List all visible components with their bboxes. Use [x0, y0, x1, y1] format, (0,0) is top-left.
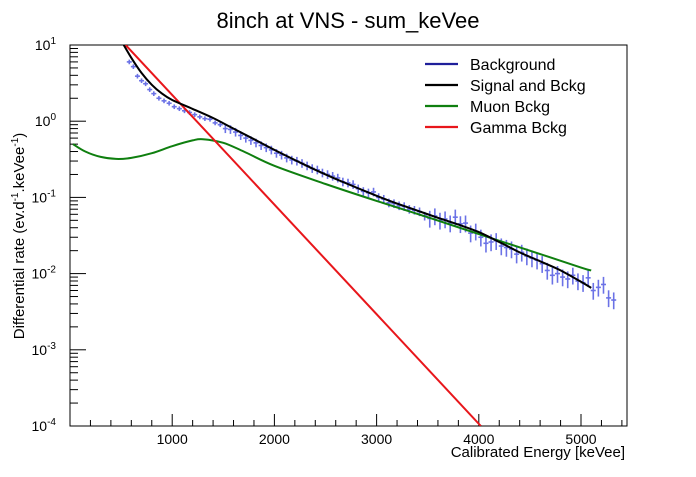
data-point	[350, 180, 356, 189]
series-line-signal-and-bckg	[122, 45, 592, 289]
x-tick-label: 4000	[463, 431, 494, 447]
data-point	[134, 73, 140, 79]
y-label-post: )	[11, 133, 28, 138]
data-point	[514, 246, 520, 264]
legend-label: Gamma Bckg	[470, 120, 567, 137]
y-tick-label: 10-3	[32, 341, 57, 358]
x-axis: 1000 2000 3000 4000 5000	[89, 414, 623, 447]
data-point	[147, 87, 153, 92]
data-point	[202, 116, 208, 122]
data-point	[176, 106, 182, 112]
data-point	[130, 64, 136, 69]
y-tick-label: 10-2	[32, 265, 57, 282]
legend: Background Signal and Bckg Muon Bckg Gamma …	[425, 57, 586, 137]
legend-entry: Gamma Bckg	[425, 120, 567, 137]
data-point	[544, 262, 550, 280]
y-tick-label: 10-1	[32, 188, 57, 205]
y-label-sup2: -1	[10, 137, 21, 146]
data-point	[611, 292, 617, 310]
series-curves	[72, 45, 592, 426]
data-point	[139, 78, 145, 84]
legend-label: Signal and Bckg	[470, 78, 586, 95]
x-tick-label: 1000	[157, 431, 188, 447]
series-line-muon-bckg	[72, 138, 592, 272]
legend-label: Muon Bckg	[470, 99, 550, 116]
data-point	[161, 98, 167, 104]
legend-label: Background	[470, 57, 555, 74]
data-points	[126, 59, 617, 310]
data-point	[483, 235, 489, 253]
data-point	[171, 104, 177, 110]
data-point	[335, 173, 341, 183]
legend-entry: Muon Bckg	[425, 99, 550, 116]
chart-title: 8inch at VNS - sum_keVee	[217, 8, 480, 33]
y-axis-label: Differential rate (ev.d-1.keVee-1)	[10, 133, 28, 340]
data-point	[217, 122, 223, 128]
legend-entry: Signal and Bckg	[425, 78, 586, 95]
data-point	[606, 290, 612, 308]
x-tick-label: 3000	[361, 431, 392, 447]
y-tick-label: 100	[35, 112, 57, 129]
x-axis-label: Calibrated Energy [keVee]	[451, 444, 625, 461]
data-point	[207, 116, 213, 122]
data-point	[151, 91, 157, 96]
x-tick-label: 2000	[259, 431, 290, 447]
y-label-sup1: -1	[10, 192, 21, 201]
data-point	[126, 59, 132, 65]
y-tick-label: 10-4	[32, 417, 57, 434]
data-point	[539, 256, 545, 273]
data-point	[143, 81, 149, 87]
y-tick-label: 101	[35, 36, 57, 53]
data-point	[192, 112, 198, 117]
series-line-gamma-bckg	[124, 45, 482, 426]
data-point	[166, 100, 172, 106]
legend-entry: Background	[425, 57, 555, 74]
data-point	[595, 279, 601, 297]
data-point	[585, 270, 591, 288]
data-point	[590, 282, 596, 300]
y-label-pre: Differential rate (ev.d	[11, 201, 28, 339]
data-point	[197, 114, 203, 120]
data-point	[212, 120, 218, 126]
x-tick-label: 5000	[565, 431, 596, 447]
y-axis: 101 100 10-1 10-2 10-3 10-4	[32, 36, 86, 434]
plot-frame	[69, 44, 628, 427]
data-point	[549, 267, 555, 285]
data-point	[222, 124, 228, 134]
data-point	[600, 276, 606, 294]
data-point	[156, 95, 162, 101]
y-label-mid: .keVee	[11, 147, 28, 193]
